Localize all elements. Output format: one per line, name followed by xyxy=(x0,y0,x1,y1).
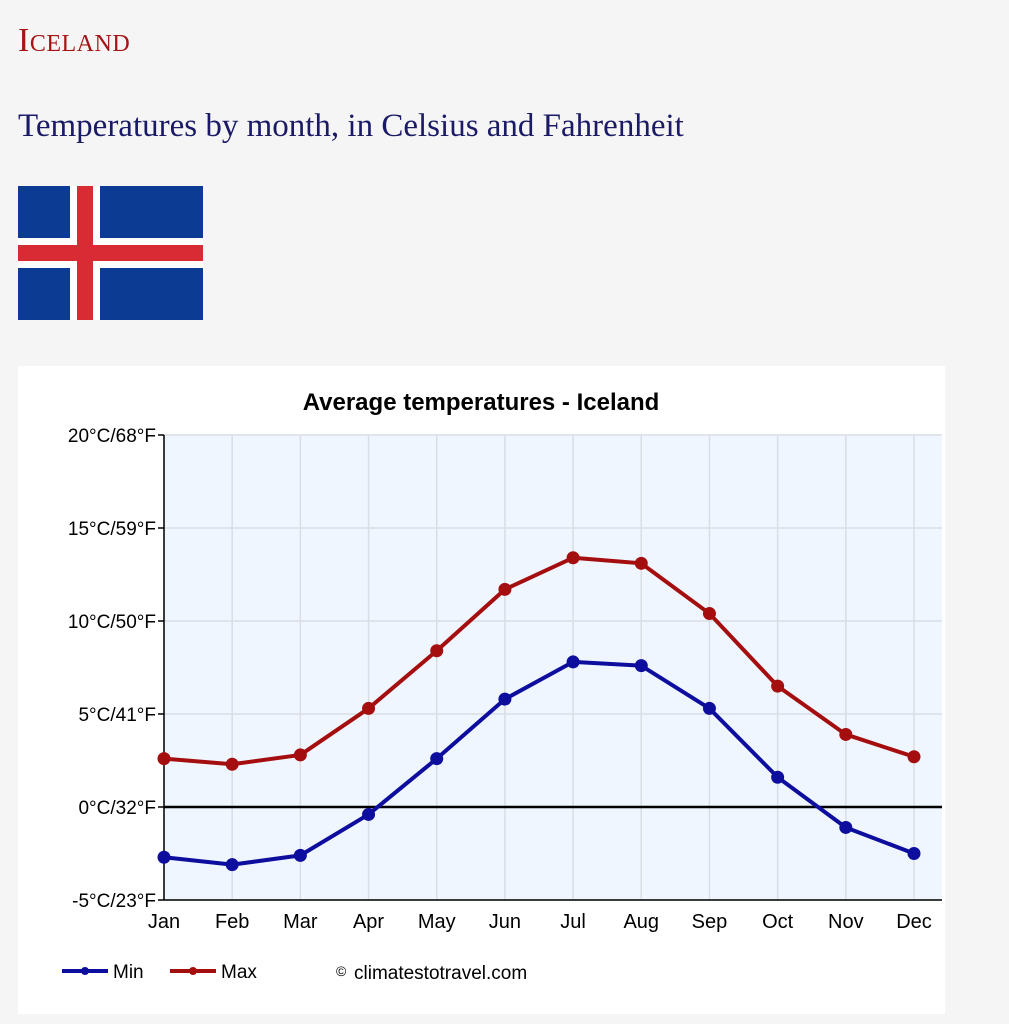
x-tick-label-apr: Apr xyxy=(353,911,384,933)
point-max-feb xyxy=(225,757,239,771)
iceland-flag xyxy=(18,186,203,320)
temperature-chart: Average temperatures - Iceland -5°C/23°F… xyxy=(18,366,945,1014)
point-min-jan xyxy=(157,850,171,864)
point-min-oct xyxy=(771,770,785,784)
legend-marker-min xyxy=(81,967,89,975)
point-min-apr xyxy=(362,807,376,821)
point-max-dec xyxy=(907,750,921,764)
page-title: Iceland xyxy=(18,22,131,59)
point-max-jan xyxy=(157,752,171,766)
x-tick-label-mar: Mar xyxy=(283,911,318,933)
point-max-sep xyxy=(702,607,716,621)
credit-copyright-symbol: © xyxy=(336,963,347,979)
chart-svg: Average temperatures - Iceland -5°C/23°F… xyxy=(62,389,942,984)
y-tick-label: 5°C/41°F xyxy=(78,705,156,726)
point-min-feb xyxy=(225,858,239,872)
legend-label-max: Max xyxy=(221,962,257,983)
plot-area xyxy=(164,435,942,900)
x-tick-label-jun: Jun xyxy=(489,911,521,933)
y-tick-label: 10°C/50°F xyxy=(68,612,156,633)
series-line-min xyxy=(163,659,915,867)
x-tick-label-oct: Oct xyxy=(762,911,794,933)
point-max-mar xyxy=(293,748,307,762)
series-line-max xyxy=(163,555,915,767)
point-min-aug xyxy=(634,659,648,673)
point-max-oct xyxy=(771,679,785,693)
legend-label-min: Min xyxy=(113,962,144,983)
point-min-mar xyxy=(293,848,307,862)
x-tick-label-jan: Jan xyxy=(148,911,180,933)
point-max-jul xyxy=(566,551,580,565)
point-min-jul xyxy=(566,655,580,669)
point-min-nov xyxy=(839,820,853,834)
y-tick-label: 15°C/59°F xyxy=(68,519,156,540)
point-max-may xyxy=(430,644,444,658)
point-min-jun xyxy=(498,692,512,706)
legend-marker-max xyxy=(189,967,197,975)
page-subtitle: Temperatures by month, in Celsius and Fa… xyxy=(18,108,684,144)
x-tick-label-sep: Sep xyxy=(692,911,728,933)
y-tick-label: 0°C/32°F xyxy=(78,798,156,819)
point-max-apr xyxy=(362,701,376,715)
point-min-sep xyxy=(702,701,716,715)
x-tick-label-nov: Nov xyxy=(828,911,864,933)
credit-text: climatestotravel.com xyxy=(354,963,527,984)
y-tick-label: 20°C/68°F xyxy=(68,426,156,447)
x-tick-label-aug: Aug xyxy=(623,911,659,933)
point-min-dec xyxy=(907,847,921,860)
flag-cross-red-horizontal xyxy=(18,245,203,261)
x-tick-label-may: May xyxy=(418,911,456,933)
x-tick-label-dec: Dec xyxy=(896,911,932,933)
point-max-nov xyxy=(839,727,853,741)
point-max-jun xyxy=(498,582,512,596)
point-min-may xyxy=(430,752,444,766)
chart-title: Average temperatures - Iceland xyxy=(303,389,660,416)
x-tick-label-jul: Jul xyxy=(560,911,586,933)
y-tick-label: -5°C/23°F xyxy=(72,891,156,912)
point-max-aug xyxy=(634,556,648,570)
x-tick-label-feb: Feb xyxy=(215,911,249,933)
